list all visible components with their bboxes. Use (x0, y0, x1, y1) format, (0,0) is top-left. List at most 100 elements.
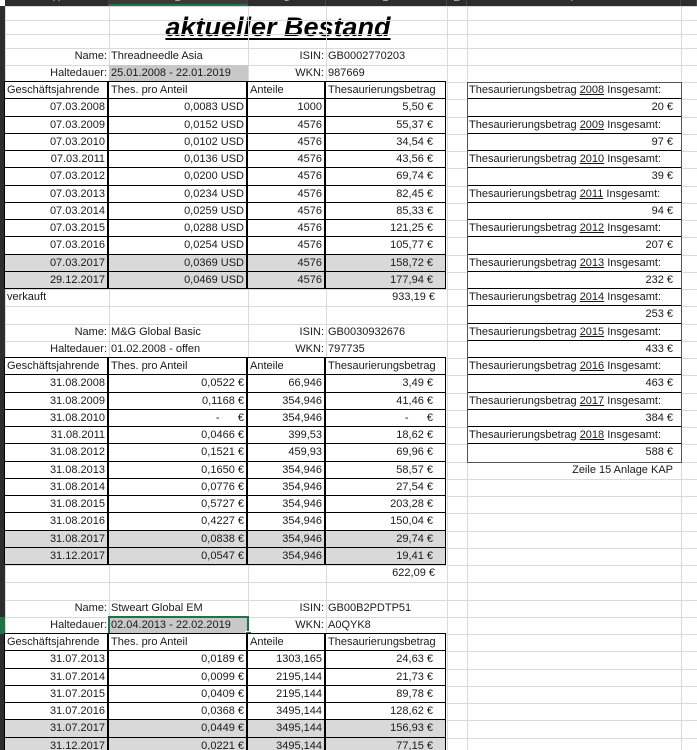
amount-cell[interactable]: 58,57 € (325, 460, 446, 479)
amount-cell[interactable]: 69,74 € (325, 167, 446, 186)
thes-per-share-cell[interactable]: 0,0838 € (108, 529, 247, 548)
date-cell[interactable]: 31.07.2014 (4, 667, 108, 686)
isin-label[interactable]: ISIN: (299, 601, 324, 614)
total-amount[interactable]: 622,09 € (392, 567, 435, 579)
shares-cell[interactable]: 3495,144 (247, 702, 325, 721)
thes-per-share-cell[interactable]: 0,5727 € (108, 495, 247, 514)
isin-label[interactable]: ISIN: (299, 49, 324, 62)
wkn-value[interactable]: 987669 (328, 66, 365, 79)
column-heading[interactable]: Thesaurierungsbetrag (325, 357, 446, 376)
haltedauer-value[interactable]: 02.04.2013 - 22.02.2019 (108, 615, 249, 636)
thes-per-share-cell[interactable]: 0,0221 € (108, 736, 247, 750)
thes-per-share-cell[interactable]: 0,0189 € (108, 650, 247, 669)
fund-name[interactable]: M&G Global Basic (111, 325, 201, 338)
thes-per-share-cell[interactable]: 0,0083 USD (108, 98, 247, 117)
amount-cell[interactable]: 55,37 € (325, 115, 446, 134)
amount-cell[interactable]: 128,62 € (325, 702, 446, 721)
column-heading[interactable]: Geschäftsjahrende (4, 357, 108, 376)
shares-cell[interactable]: 354,946 (247, 512, 325, 531)
shares-cell[interactable]: 354,946 (247, 546, 325, 565)
summary-value-2016[interactable]: 463 € (467, 375, 681, 393)
shares-cell[interactable]: 354,946 (247, 495, 325, 514)
isin-label[interactable]: ISIN: (299, 325, 324, 338)
amount-cell[interactable]: 121,25 € (325, 219, 446, 238)
shares-cell[interactable]: 354,946 (247, 477, 325, 496)
summary-label-2008[interactable]: Thesaurierungsbetrag 2008 Insgesamt: (467, 82, 681, 100)
haltedauer-label[interactable]: Haltedauer: (50, 342, 107, 355)
amount-cell[interactable]: 34,54 € (325, 132, 446, 151)
thes-per-share-cell[interactable]: 0,1650 € (108, 460, 247, 479)
summary-value-2018[interactable]: 588 € (467, 444, 681, 462)
thes-per-share-cell[interactable]: 0,0288 USD (108, 219, 247, 238)
date-cell[interactable]: 31.08.2011 (4, 426, 108, 445)
shares-cell[interactable]: 354,946 (247, 460, 325, 479)
thes-per-share-cell[interactable]: - € (108, 408, 247, 427)
shares-cell[interactable]: 354,946 (247, 529, 325, 548)
amount-cell[interactable]: 24,63 € (325, 650, 446, 669)
summary-value-2009[interactable]: 97 € (467, 133, 681, 151)
sheet-title[interactable]: aktueller Bestand (109, 8, 447, 46)
date-cell[interactable]: 31.08.2014 (4, 477, 108, 496)
shares-cell[interactable]: 4576 (247, 236, 325, 255)
amount-cell[interactable]: - € (325, 408, 446, 427)
shares-cell[interactable]: 1303,165 (247, 650, 325, 669)
thes-per-share-cell[interactable]: 0,4227 € (108, 512, 247, 531)
summary-value-2012[interactable]: 207 € (467, 237, 681, 255)
thes-per-share-cell[interactable]: 0,0369 USD (108, 253, 247, 272)
haltedauer-value[interactable]: 25.01.2008 - 22.01.2019 (109, 64, 248, 82)
summary-label-2010[interactable]: Thesaurierungsbetrag 2010 Insgesamt: (467, 151, 681, 169)
date-cell[interactable]: 31.08.2015 (4, 495, 108, 514)
shares-cell[interactable]: 1000 (247, 98, 325, 117)
footer-label[interactable]: verkauft (7, 291, 47, 303)
shares-cell[interactable]: 2195,144 (247, 684, 325, 703)
thes-per-share-cell[interactable]: 0,0136 USD (108, 150, 247, 169)
date-cell[interactable]: 31.08.2010 (4, 408, 108, 427)
date-cell[interactable]: 31.12.2017 (4, 546, 108, 565)
column-heading[interactable]: Anteile (247, 633, 325, 652)
date-cell[interactable]: 31.08.2008 (4, 374, 108, 393)
wkn-label[interactable]: WKN: (295, 66, 324, 79)
column-heading[interactable]: Thes. pro Anteil (108, 81, 247, 100)
amount-cell[interactable]: 19,41 € (325, 546, 446, 565)
shares-cell[interactable]: 4576 (247, 201, 325, 220)
thes-per-share-cell[interactable]: 0,1168 € (108, 391, 247, 410)
thes-per-share-cell[interactable]: 0,0449 € (108, 719, 247, 738)
date-cell[interactable]: 07.03.2008 (4, 98, 108, 117)
amount-cell[interactable]: 18,62 € (325, 426, 446, 445)
column-header-D[interactable]: D (326, 0, 447, 6)
wkn-value[interactable]: A0QYK8 (328, 618, 371, 631)
date-cell[interactable]: 07.03.2014 (4, 201, 108, 220)
thes-per-share-cell[interactable]: 0,0234 USD (108, 184, 247, 203)
thes-per-share-cell[interactable]: 0,0466 € (108, 426, 247, 445)
shares-cell[interactable]: 4576 (247, 150, 325, 169)
summary-value-2011[interactable]: 94 € (467, 202, 681, 220)
shares-cell[interactable]: 4576 (247, 253, 325, 272)
shares-cell[interactable]: 2195,144 (247, 667, 325, 686)
shares-cell[interactable]: 66,946 (247, 374, 325, 393)
shares-cell[interactable]: 399,53 (247, 426, 325, 445)
column-header-C[interactable]: C (248, 0, 326, 6)
summary-note[interactable]: Zeile 15 Anlage KAP (572, 463, 673, 476)
thes-per-share-cell[interactable]: 0,0522 € (108, 374, 247, 393)
date-cell[interactable]: 29.12.2017 (4, 270, 108, 289)
date-cell[interactable]: 31.08.2016 (4, 512, 108, 531)
amount-cell[interactable]: 203,28 € (325, 495, 446, 514)
amount-cell[interactable]: 105,77 € (325, 236, 446, 255)
date-cell[interactable]: 07.03.2009 (4, 115, 108, 134)
haltedauer-label[interactable]: Haltedauer: (50, 618, 107, 631)
total-amount[interactable]: 933,19 € (392, 291, 435, 303)
shares-cell[interactable]: 4576 (247, 115, 325, 134)
name-label[interactable]: Name: (74, 49, 107, 62)
wkn-label[interactable]: WKN: (295, 342, 324, 355)
date-cell[interactable]: 07.03.2010 (4, 132, 108, 151)
shares-cell[interactable]: 3495,144 (247, 736, 325, 750)
haltedauer-value[interactable]: 01.02.2008 - offen (111, 342, 201, 355)
amount-cell[interactable]: 43,56 € (325, 150, 446, 169)
haltedauer-label[interactable]: Haltedauer: (50, 66, 107, 79)
date-cell[interactable]: 31.07.2017 (4, 719, 108, 738)
date-cell[interactable]: 31.07.2013 (4, 650, 108, 669)
column-header-B[interactable]: B (109, 0, 248, 6)
thes-per-share-cell[interactable]: 0,0099 € (108, 667, 247, 686)
amount-cell[interactable]: 29,74 € (325, 529, 446, 548)
row-header[interactable] (0, 6, 5, 750)
